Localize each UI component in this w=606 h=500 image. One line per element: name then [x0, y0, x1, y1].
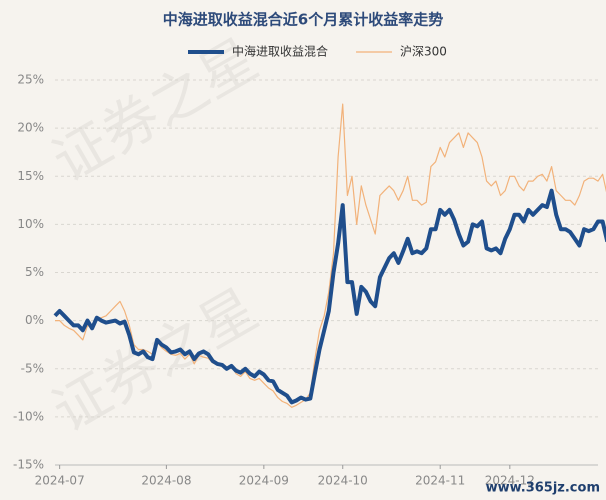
y-tick-label: 25%	[17, 73, 44, 87]
y-tick-label: -15%	[13, 458, 44, 472]
site-label: www.365jz.com	[486, 481, 600, 496]
x-tick-label: 2024-08	[141, 474, 191, 488]
y-tick-label: 0%	[25, 313, 44, 327]
chart-title: 中海进取收益混合近6个月累计收益率走势	[163, 11, 443, 29]
plot: -15% -10% -5% 0% 5% 10% 15% 20% 25% 2024-07 2024-0…	[13, 44, 606, 488]
x-tick-label: 2024-10	[318, 474, 368, 488]
legend-label: 沪深300	[400, 45, 447, 59]
y-tick-label: 20%	[17, 121, 44, 135]
y-tick-label: 5%	[25, 265, 44, 279]
x-tick-label: 2024-11	[415, 474, 465, 488]
y-tick-label: -10%	[13, 409, 44, 423]
y-tick-label: -5%	[21, 361, 44, 375]
y-tick-label: 10%	[17, 217, 44, 231]
series-line	[55, 103, 606, 408]
x-tick-label: 2024-12	[485, 474, 535, 488]
series-line	[53, 188, 606, 405]
legend-label: 中海进取收益混合	[232, 44, 328, 59]
x-tick-label: 2024-07	[35, 474, 85, 488]
y-tick-label: 15%	[17, 169, 44, 183]
x-tick-label: 2024-09	[239, 474, 289, 488]
